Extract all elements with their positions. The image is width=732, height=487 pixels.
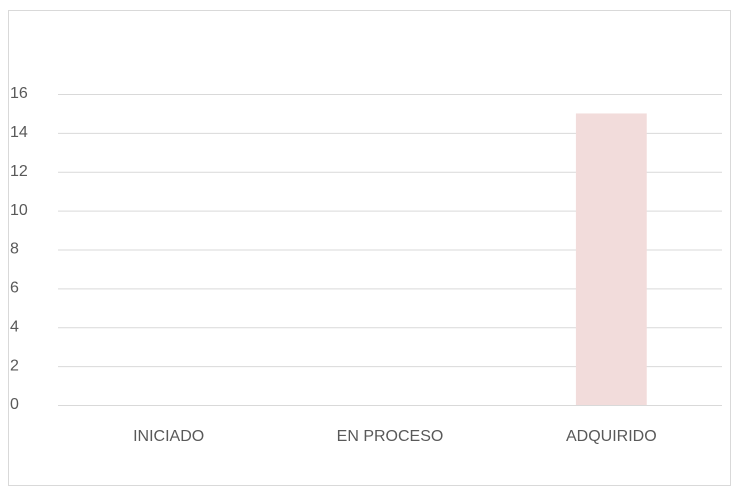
y-tick-label: 14 [10, 124, 28, 141]
y-tick-label: 2 [10, 357, 19, 374]
y-tick-label: 8 [10, 241, 19, 258]
x-tick-label: EN PROCESO [337, 428, 444, 445]
y-tick-label: 6 [10, 280, 19, 297]
x-tick-label: INICIADO [133, 428, 204, 445]
y-tick-label: 16 [10, 85, 28, 102]
bar [575, 113, 647, 405]
y-tick-label: 10 [10, 202, 28, 219]
y-tick-label: 12 [10, 163, 28, 180]
y-tick-label: 0 [10, 396, 19, 413]
y-tick-label: 4 [10, 318, 19, 335]
x-tick-label: ADQUIRIDO [566, 428, 657, 445]
